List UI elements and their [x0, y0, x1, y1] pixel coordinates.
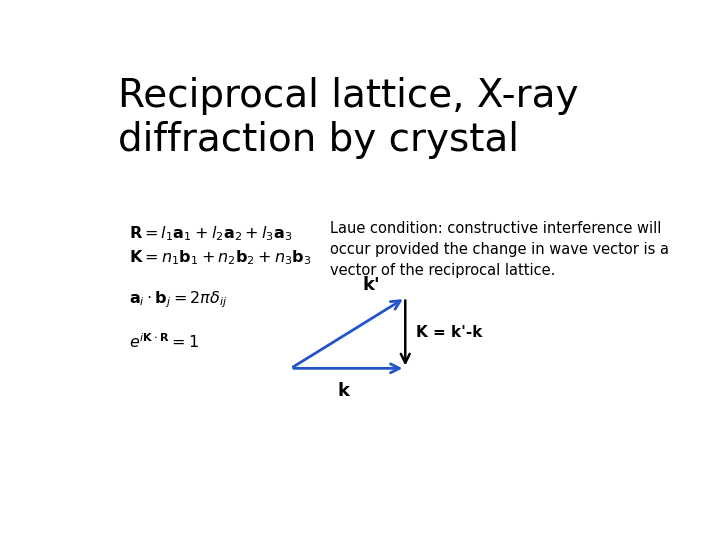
Text: k: k — [338, 382, 350, 400]
Text: $\mathbf{a}_i \cdot \mathbf{b}_j = 2\pi\delta_{ij}$: $\mathbf{a}_i \cdot \mathbf{b}_j = 2\pi\… — [129, 289, 228, 310]
Text: $\mathbf{R} = l_1\mathbf{a}_1 + l_2\mathbf{a}_2 + l_3\mathbf{a}_3$: $\mathbf{R} = l_1\mathbf{a}_1 + l_2\math… — [129, 224, 292, 242]
Text: k': k' — [363, 276, 381, 294]
Text: $e^{i\mathbf{K}\cdot\mathbf{R}} = 1$: $e^{i\mathbf{K}\cdot\mathbf{R}} = 1$ — [129, 332, 199, 350]
Text: Reciprocal lattice, X-ray
diffraction by crystal: Reciprocal lattice, X-ray diffraction by… — [118, 77, 578, 159]
Text: K = k'-k: K = k'-k — [416, 326, 483, 341]
Text: $\mathbf{K} = n_1\mathbf{b}_1 + n_2\mathbf{b}_2 + n_3\mathbf{b}_3$: $\mathbf{K} = n_1\mathbf{b}_1 + n_2\math… — [129, 249, 312, 267]
Text: Laue condition: constructive interference will
occur provided the change in wave: Laue condition: constructive interferenc… — [330, 221, 669, 278]
